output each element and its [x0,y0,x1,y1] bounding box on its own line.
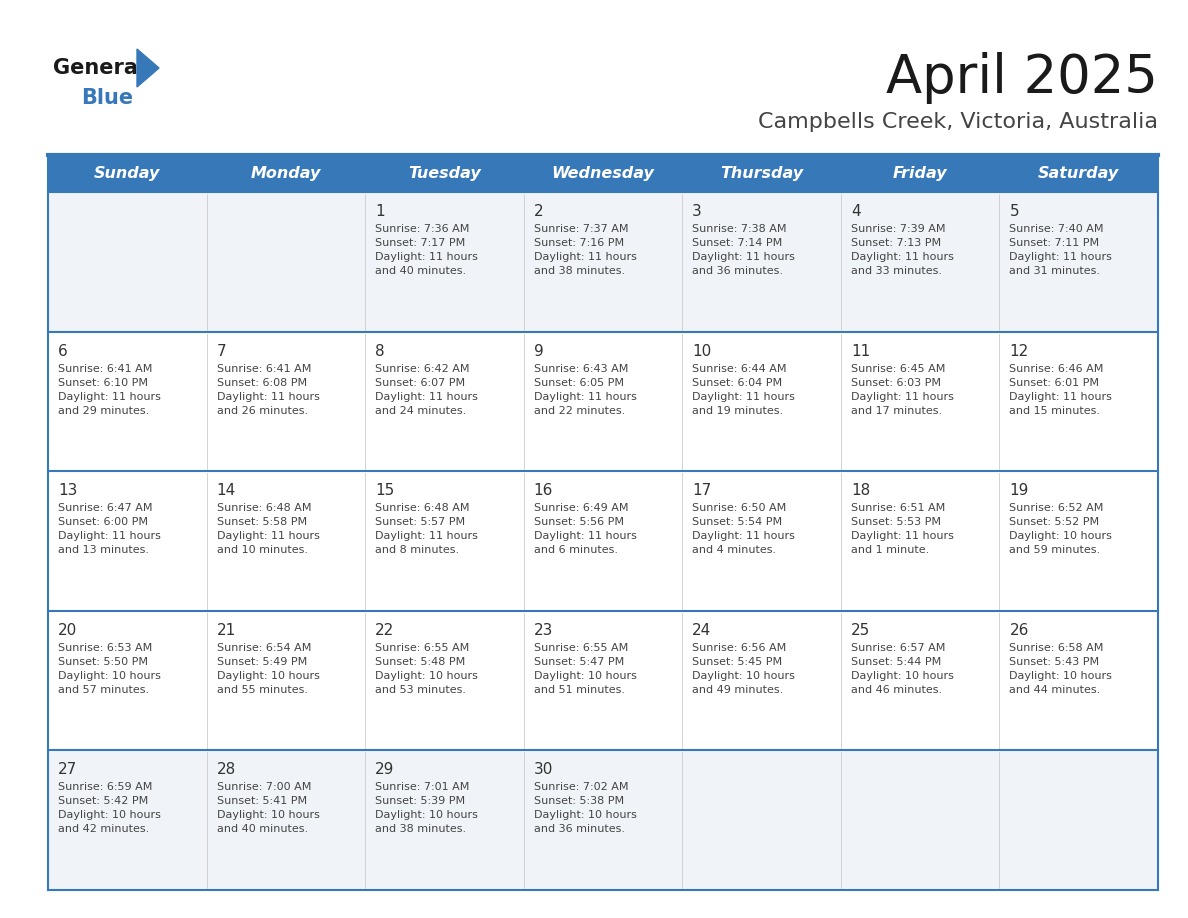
Text: 19: 19 [1010,483,1029,498]
Text: Campbells Creek, Victoria, Australia: Campbells Creek, Victoria, Australia [758,112,1158,132]
Text: Tuesday: Tuesday [407,166,481,181]
Text: Sunrise: 7:38 AM
Sunset: 7:14 PM
Daylight: 11 hours
and 36 minutes.: Sunrise: 7:38 AM Sunset: 7:14 PM Dayligh… [693,224,795,276]
Text: Blue: Blue [81,88,133,108]
Text: Sunrise: 6:45 AM
Sunset: 6:03 PM
Daylight: 11 hours
and 17 minutes.: Sunrise: 6:45 AM Sunset: 6:03 PM Dayligh… [851,364,954,416]
Text: 28: 28 [216,763,236,778]
Text: Sunrise: 6:47 AM
Sunset: 6:00 PM
Daylight: 11 hours
and 13 minutes.: Sunrise: 6:47 AM Sunset: 6:00 PM Dayligh… [58,503,160,555]
Text: Sunrise: 6:55 AM
Sunset: 5:48 PM
Daylight: 10 hours
and 53 minutes.: Sunrise: 6:55 AM Sunset: 5:48 PM Dayligh… [375,643,478,695]
Text: Sunrise: 7:01 AM
Sunset: 5:39 PM
Daylight: 10 hours
and 38 minutes.: Sunrise: 7:01 AM Sunset: 5:39 PM Dayligh… [375,782,478,834]
Text: Sunrise: 7:36 AM
Sunset: 7:17 PM
Daylight: 11 hours
and 40 minutes.: Sunrise: 7:36 AM Sunset: 7:17 PM Dayligh… [375,224,478,276]
Text: 13: 13 [58,483,77,498]
Text: 21: 21 [216,622,236,638]
Text: 15: 15 [375,483,394,498]
Text: Sunrise: 6:50 AM
Sunset: 5:54 PM
Daylight: 11 hours
and 4 minutes.: Sunrise: 6:50 AM Sunset: 5:54 PM Dayligh… [693,503,795,555]
Text: Sunrise: 6:58 AM
Sunset: 5:43 PM
Daylight: 10 hours
and 44 minutes.: Sunrise: 6:58 AM Sunset: 5:43 PM Dayligh… [1010,643,1112,695]
Text: Sunrise: 6:41 AM
Sunset: 6:10 PM
Daylight: 11 hours
and 29 minutes.: Sunrise: 6:41 AM Sunset: 6:10 PM Dayligh… [58,364,160,416]
Text: Sunrise: 7:37 AM
Sunset: 7:16 PM
Daylight: 11 hours
and 38 minutes.: Sunrise: 7:37 AM Sunset: 7:16 PM Dayligh… [533,224,637,276]
Text: 18: 18 [851,483,870,498]
Text: Saturday: Saturday [1038,166,1119,181]
Bar [48,192,1158,331]
Text: Thursday: Thursday [720,166,803,181]
Text: Sunrise: 6:42 AM
Sunset: 6:07 PM
Daylight: 11 hours
and 24 minutes.: Sunrise: 6:42 AM Sunset: 6:07 PM Dayligh… [375,364,478,416]
Text: Sunrise: 6:54 AM
Sunset: 5:49 PM
Daylight: 10 hours
and 55 minutes.: Sunrise: 6:54 AM Sunset: 5:49 PM Dayligh… [216,643,320,695]
Text: 16: 16 [533,483,554,498]
Text: Sunrise: 7:00 AM
Sunset: 5:41 PM
Daylight: 10 hours
and 40 minutes.: Sunrise: 7:00 AM Sunset: 5:41 PM Dayligh… [216,782,320,834]
Text: General: General [53,58,145,78]
Text: 4: 4 [851,204,860,219]
Text: 26: 26 [1010,622,1029,638]
Text: 5: 5 [1010,204,1019,219]
Text: Sunrise: 7:40 AM
Sunset: 7:11 PM
Daylight: 11 hours
and 31 minutes.: Sunrise: 7:40 AM Sunset: 7:11 PM Dayligh… [1010,224,1112,276]
Text: Sunrise: 6:53 AM
Sunset: 5:50 PM
Daylight: 10 hours
and 57 minutes.: Sunrise: 6:53 AM Sunset: 5:50 PM Dayligh… [58,643,160,695]
Bar [48,750,1158,890]
Text: Sunrise: 6:59 AM
Sunset: 5:42 PM
Daylight: 10 hours
and 42 minutes.: Sunrise: 6:59 AM Sunset: 5:42 PM Dayligh… [58,782,160,834]
Text: Sunday: Sunday [94,166,160,181]
Text: April 2025: April 2025 [886,52,1158,104]
Text: Monday: Monday [251,166,321,181]
Text: Sunrise: 6:48 AM
Sunset: 5:57 PM
Daylight: 11 hours
and 8 minutes.: Sunrise: 6:48 AM Sunset: 5:57 PM Dayligh… [375,503,478,555]
Text: 24: 24 [693,622,712,638]
Bar [48,331,1158,471]
Text: 20: 20 [58,622,77,638]
Text: 14: 14 [216,483,236,498]
Text: Friday: Friday [893,166,948,181]
Text: 23: 23 [533,622,554,638]
Text: Sunrise: 6:51 AM
Sunset: 5:53 PM
Daylight: 11 hours
and 1 minute.: Sunrise: 6:51 AM Sunset: 5:53 PM Dayligh… [851,503,954,555]
Text: 29: 29 [375,763,394,778]
Text: Sunrise: 6:44 AM
Sunset: 6:04 PM
Daylight: 11 hours
and 19 minutes.: Sunrise: 6:44 AM Sunset: 6:04 PM Dayligh… [693,364,795,416]
Text: Wednesday: Wednesday [551,166,655,181]
Text: 12: 12 [1010,343,1029,359]
Text: 3: 3 [693,204,702,219]
Text: Sunrise: 6:56 AM
Sunset: 5:45 PM
Daylight: 10 hours
and 49 minutes.: Sunrise: 6:56 AM Sunset: 5:45 PM Dayligh… [693,643,795,695]
Text: 9: 9 [533,343,543,359]
Text: Sunrise: 6:43 AM
Sunset: 6:05 PM
Daylight: 11 hours
and 22 minutes.: Sunrise: 6:43 AM Sunset: 6:05 PM Dayligh… [533,364,637,416]
Text: 8: 8 [375,343,385,359]
Text: Sunrise: 6:46 AM
Sunset: 6:01 PM
Daylight: 11 hours
and 15 minutes.: Sunrise: 6:46 AM Sunset: 6:01 PM Dayligh… [1010,364,1112,416]
Bar [48,155,1158,192]
Text: Sunrise: 6:57 AM
Sunset: 5:44 PM
Daylight: 10 hours
and 46 minutes.: Sunrise: 6:57 AM Sunset: 5:44 PM Dayligh… [851,643,954,695]
Bar [48,471,1158,610]
Text: 2: 2 [533,204,543,219]
Text: 17: 17 [693,483,712,498]
Text: 25: 25 [851,622,870,638]
Text: Sunrise: 7:02 AM
Sunset: 5:38 PM
Daylight: 10 hours
and 36 minutes.: Sunrise: 7:02 AM Sunset: 5:38 PM Dayligh… [533,782,637,834]
Text: Sunrise: 7:39 AM
Sunset: 7:13 PM
Daylight: 11 hours
and 33 minutes.: Sunrise: 7:39 AM Sunset: 7:13 PM Dayligh… [851,224,954,276]
Text: Sunrise: 6:55 AM
Sunset: 5:47 PM
Daylight: 10 hours
and 51 minutes.: Sunrise: 6:55 AM Sunset: 5:47 PM Dayligh… [533,643,637,695]
Text: Sunrise: 6:49 AM
Sunset: 5:56 PM
Daylight: 11 hours
and 6 minutes.: Sunrise: 6:49 AM Sunset: 5:56 PM Dayligh… [533,503,637,555]
Text: Sunrise: 6:48 AM
Sunset: 5:58 PM
Daylight: 11 hours
and 10 minutes.: Sunrise: 6:48 AM Sunset: 5:58 PM Dayligh… [216,503,320,555]
Bar [48,610,1158,750]
Text: 11: 11 [851,343,870,359]
Text: 10: 10 [693,343,712,359]
Polygon shape [137,49,159,87]
Text: Sunrise: 6:41 AM
Sunset: 6:08 PM
Daylight: 11 hours
and 26 minutes.: Sunrise: 6:41 AM Sunset: 6:08 PM Dayligh… [216,364,320,416]
Text: 30: 30 [533,763,554,778]
Text: 22: 22 [375,622,394,638]
Text: 1: 1 [375,204,385,219]
Text: 27: 27 [58,763,77,778]
Text: 6: 6 [58,343,68,359]
Text: Sunrise: 6:52 AM
Sunset: 5:52 PM
Daylight: 10 hours
and 59 minutes.: Sunrise: 6:52 AM Sunset: 5:52 PM Dayligh… [1010,503,1112,555]
Text: 7: 7 [216,343,226,359]
